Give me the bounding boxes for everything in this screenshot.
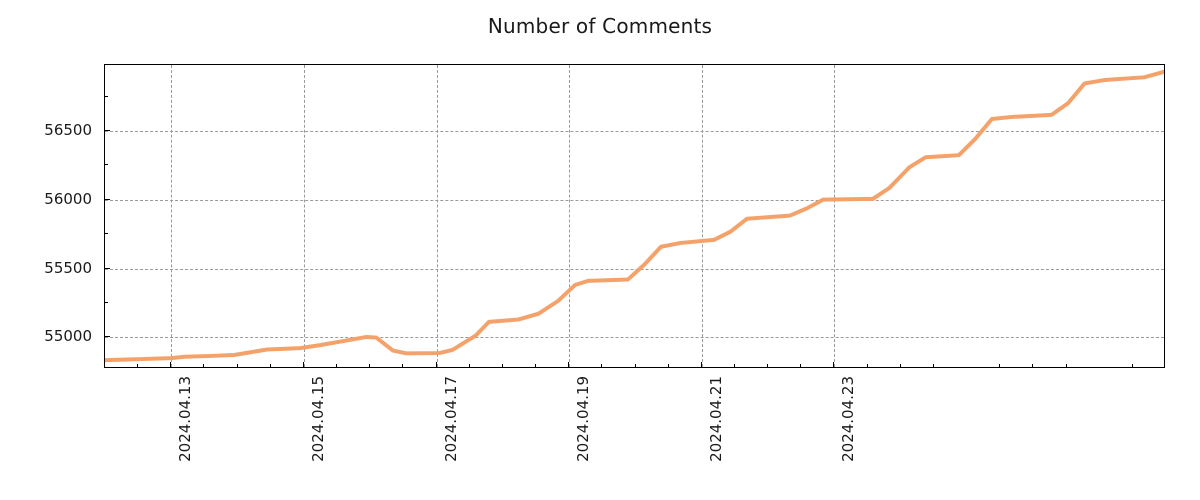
y-tick-mark-minor (104, 164, 108, 166)
series-polyline (105, 69, 1164, 363)
y-tick-label: 56000 (44, 189, 92, 208)
gridline-vertical (303, 65, 305, 367)
y-tick-mark-minor (104, 233, 108, 235)
x-tick-mark (833, 362, 835, 368)
plot-inner (105, 65, 1164, 367)
x-tick-label: 2024.04.15 (308, 376, 327, 462)
gridline-vertical (436, 65, 438, 367)
x-tick-mark-minor (203, 364, 205, 368)
x-tick-label: 2024.04.23 (839, 376, 858, 462)
y-tick-mark (104, 336, 110, 338)
x-tick-mark (435, 362, 437, 368)
gridline-vertical (834, 65, 836, 367)
x-tick-mark-minor (767, 364, 769, 368)
x-tick-mark-minor (634, 364, 636, 368)
gridline-horizontal (105, 131, 1164, 133)
x-tick-mark (170, 362, 172, 368)
x-tick-label: 2024.04.13 (176, 376, 195, 462)
gridline-vertical (569, 65, 571, 367)
x-tick-mark-minor (899, 364, 901, 368)
gridline-horizontal (105, 199, 1164, 201)
x-tick-mark-minor (468, 364, 470, 368)
x-tick-mark-minor (535, 364, 537, 368)
chart-title: Number of Comments (487, 14, 713, 38)
x-tick-mark-minor (137, 364, 139, 368)
plot-area (104, 64, 1165, 368)
x-tick-mark-minor (402, 364, 404, 368)
data-series-line (105, 69, 1164, 363)
gridline-vertical (171, 65, 173, 367)
x-tick-mark-minor (336, 364, 338, 368)
x-tick-label: 2024.04.21 (706, 376, 725, 462)
x-tick-mark-minor (1131, 364, 1133, 368)
x-tick-mark (568, 362, 570, 368)
x-tick-mark-minor (667, 364, 669, 368)
y-tick-mark-minor (104, 301, 108, 303)
gridline-vertical (701, 65, 703, 367)
x-tick-mark-minor (601, 364, 603, 368)
x-tick-mark-minor (1065, 364, 1067, 368)
x-tick-mark-minor (932, 364, 934, 368)
x-tick-mark-minor (501, 364, 503, 368)
x-tick-mark (700, 362, 702, 368)
x-tick-mark-minor (733, 364, 735, 368)
y-tick-label: 55000 (44, 327, 92, 346)
x-tick-mark-minor (800, 364, 802, 368)
x-tick-mark-minor (866, 364, 868, 368)
x-tick-label: 2024.04.19 (574, 376, 593, 462)
gridline-horizontal (105, 337, 1164, 339)
x-tick-mark-minor (236, 364, 238, 368)
x-tick-mark-minor (999, 364, 1001, 368)
y-tick-mark-minor (104, 95, 108, 97)
x-tick-label: 2024.04.17 (441, 376, 460, 462)
x-tick-mark-minor (269, 364, 271, 368)
x-tick-mark-minor (1032, 364, 1034, 368)
x-tick-mark-minor (369, 364, 371, 368)
y-tick-mark (104, 198, 110, 200)
y-tick-mark (104, 267, 110, 269)
y-tick-mark (104, 130, 110, 132)
y-tick-label: 56500 (44, 121, 92, 140)
y-tick-label: 55500 (44, 258, 92, 277)
x-tick-mark (302, 362, 304, 368)
gridline-horizontal (105, 268, 1164, 270)
